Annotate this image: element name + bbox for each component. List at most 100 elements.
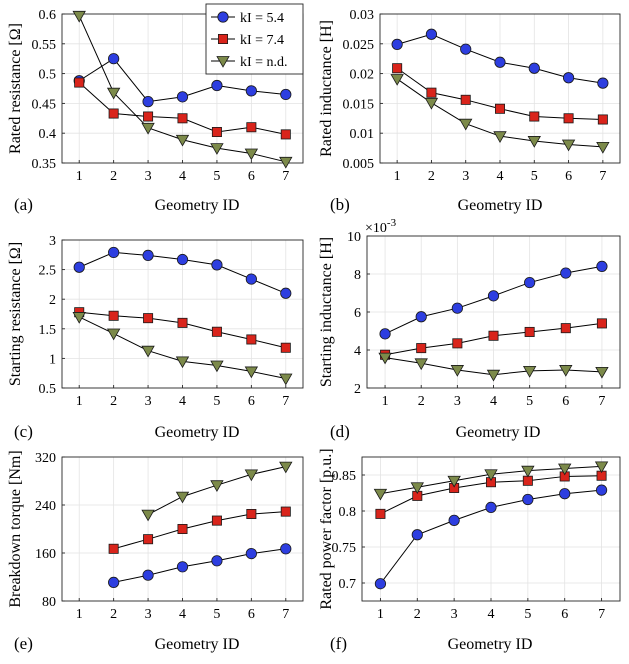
series-line	[113, 548, 286, 583]
exponent-power: -3	[387, 217, 397, 229]
chart-panel-6: 1 2 3 4 5 6 7 0.7 0.75 0.8 0.85 Geometry ID Rated po…	[318, 448, 621, 653]
y-tick-label: 6	[354, 306, 361, 321]
data-point	[246, 122, 257, 133]
x-tick-label: 5	[526, 394, 533, 409]
data-point	[459, 118, 473, 131]
data-point	[72, 10, 86, 23]
data-point	[524, 276, 536, 289]
y-tick-label: 0.85	[332, 469, 357, 484]
series-3	[141, 461, 293, 522]
chart-panel-1: 1 2 3 4 5 6 7 0.35 0.4 0.45 0.5 0.55 0.6 Geometry ID R…	[7, 3, 304, 214]
x-tick-label: 3	[454, 394, 461, 409]
series-3	[378, 352, 609, 382]
x-tick-label: 6	[565, 169, 572, 184]
data-point	[176, 253, 189, 266]
data-point	[176, 91, 189, 103]
y-tick-label: 0.01	[350, 127, 375, 142]
x-tick-label: 7	[282, 607, 289, 622]
data-point	[447, 475, 461, 488]
data-point	[522, 365, 537, 378]
data-point	[416, 343, 427, 354]
data-point	[211, 326, 222, 337]
data-point	[493, 131, 507, 143]
data-point	[597, 114, 608, 125]
data-point	[560, 323, 571, 334]
y-axis-label: Rated inductance [H]	[318, 20, 335, 157]
x-tick-label: 6	[562, 394, 569, 409]
y-tick-label: 0.03	[350, 8, 375, 23]
data-point	[452, 338, 463, 349]
data-point	[484, 469, 498, 482]
y-tick-label: 8	[354, 268, 361, 283]
y-tick-label: 0.6	[39, 8, 57, 23]
y-tick-label: 240	[35, 499, 56, 514]
x-tick-label: 5	[213, 607, 220, 622]
x-tick-label: 7	[282, 394, 289, 409]
y-tick-label: 0.5	[39, 68, 57, 83]
x-tick-label: 5	[213, 394, 220, 409]
legend-label: kI = n.d.	[240, 55, 288, 70]
data-point	[414, 358, 428, 371]
legend-marker	[216, 56, 230, 68]
data-point	[411, 529, 423, 541]
data-point	[425, 28, 438, 40]
data-point	[280, 129, 291, 140]
y-tick-label: 0.02	[350, 68, 375, 83]
panel-label: (d)	[330, 422, 350, 441]
data-point	[529, 111, 540, 122]
y-tick-label: 2	[354, 382, 361, 397]
legend-marker	[217, 11, 229, 23]
y-tick-label: 10	[347, 230, 361, 245]
panel-label: (e)	[14, 634, 33, 653]
data-point	[141, 122, 155, 135]
y-tick-label: 0.4	[39, 127, 57, 142]
data-point	[392, 63, 403, 74]
y-axis-label: Rated power factor [p.u.]	[318, 448, 335, 609]
data-point	[246, 508, 257, 519]
data-point	[373, 488, 388, 501]
x-axis-label: Geometry ID	[155, 636, 240, 653]
data-point	[211, 79, 223, 92]
data-point	[391, 38, 403, 50]
data-point	[561, 139, 576, 152]
x-tick-label: 7	[282, 169, 289, 184]
data-point	[210, 360, 224, 373]
chart-panel-2: 1 2 3 4 5 6 7 0.005 0.01 0.015 0.02 0.025 0.03 Geomet…	[318, 8, 621, 214]
x-tick-label: 2	[418, 394, 425, 409]
x-tick-label: 6	[248, 394, 255, 409]
series-1	[73, 246, 292, 299]
data-point	[594, 461, 609, 474]
y-tick-label: 0.55	[32, 38, 57, 53]
y-axis-label: Rated resistance [Ω]	[7, 23, 24, 154]
data-point	[279, 373, 293, 386]
data-point	[175, 491, 190, 504]
x-tick-label: 4	[179, 394, 186, 409]
x-axis-label: Geometry ID	[456, 424, 541, 441]
y-tick-label: 160	[35, 547, 56, 562]
y-axis-label: Breakdown torque [Nm]	[7, 450, 24, 607]
series-1	[374, 484, 608, 590]
data-point	[522, 475, 533, 486]
data-point	[106, 328, 121, 341]
data-point	[72, 312, 86, 324]
data-point	[375, 508, 386, 519]
data-point	[596, 142, 610, 154]
data-point	[487, 290, 500, 302]
data-point	[108, 576, 120, 589]
data-point	[108, 108, 119, 119]
series-1	[391, 28, 609, 89]
data-point	[460, 94, 471, 105]
data-point	[73, 261, 85, 273]
data-point	[177, 524, 188, 535]
data-point	[279, 156, 293, 169]
data-point	[559, 365, 573, 377]
data-point	[177, 113, 188, 124]
data-point	[143, 111, 154, 122]
data-point	[562, 72, 575, 84]
x-tick-label: 4	[497, 169, 504, 184]
data-point	[211, 127, 222, 138]
y-tick-label: 2	[49, 293, 56, 308]
x-tick-label: 7	[598, 607, 605, 622]
data-point	[210, 143, 224, 155]
x-tick-label: 6	[248, 607, 255, 622]
